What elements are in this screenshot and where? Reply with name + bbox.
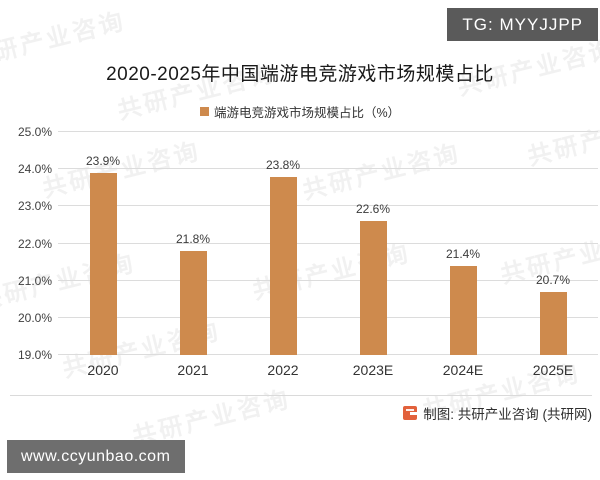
- tg-badge-text: TG: MYYJJPP: [462, 15, 583, 34]
- gridline: [58, 279, 598, 281]
- y-axis-tick-label: 22.0%: [17, 236, 52, 251]
- y-axis-tick-label: 20.0%: [17, 310, 52, 325]
- attribution-text: 制图: 共研产业咨询 (共研网): [423, 407, 592, 422]
- y-axis-tick-label: 19.0%: [17, 348, 52, 362]
- legend-label: 端游电竞游戏市场规模占比（%）: [213, 106, 401, 120]
- bar-2025E: [539, 291, 567, 355]
- y-axis-tick-label: 24.0%: [17, 162, 52, 177]
- bar-2022: [269, 176, 297, 355]
- plot-area: 19.0% 20.0% 21.0% 22.0% 23.0% 24.0% 25.0% 23.9%…: [18, 125, 598, 378]
- x-axis-tick-label: 2020: [87, 362, 119, 378]
- gridline: [58, 354, 598, 355]
- y-axis-tick-label: 23.0%: [17, 199, 52, 214]
- site-watermark-badge: www.ccyunbao.com: [7, 440, 185, 473]
- y-axis-tick-label: 25.0%: [17, 125, 52, 139]
- gongyan-logo-icon: [403, 406, 418, 420]
- bar-value-label: 22.6%: [355, 202, 391, 217]
- gridline: [58, 168, 598, 170]
- x-axis-tick-label: 2021: [177, 362, 209, 378]
- legend: 端游电竞游戏市场规模占比（%）: [0, 102, 600, 121]
- bar-value-label: 23.9%: [85, 153, 121, 168]
- attribution: 制图: 共研产业咨询 (共研网): [403, 403, 592, 423]
- legend-marker-icon: [199, 107, 209, 116]
- tg-badge: TG: MYYJJPP: [447, 8, 598, 41]
- bar-2023E: [359, 221, 387, 355]
- y-axis-tick-label: 21.0%: [17, 273, 52, 288]
- x-axis-tick-label: 2025E: [532, 362, 574, 378]
- bar-2024E: [449, 265, 477, 355]
- x-axis-tick-label: 2022: [267, 362, 299, 378]
- bar-value-label: 21.8%: [175, 231, 211, 246]
- bar-value-label: 20.7%: [535, 272, 571, 287]
- bar-value-label: 21.4%: [445, 246, 481, 261]
- bar-value-label: 23.8%: [265, 157, 301, 172]
- gridline: [58, 316, 598, 318]
- gridline: [58, 205, 598, 207]
- site-watermark-text: www.ccyunbao.com: [21, 448, 171, 465]
- bar-2020: [89, 172, 117, 355]
- x-axis-tick-label: 2023E: [352, 362, 394, 378]
- gridline: [58, 242, 598, 244]
- gridline: [58, 131, 598, 132]
- footer-divider: [10, 395, 592, 396]
- bar-2021: [179, 250, 207, 355]
- chart-title: 2020-2025年中国端游电竞游戏市场规模占比: [106, 64, 494, 85]
- x-axis-tick-label: 2024E: [442, 362, 484, 378]
